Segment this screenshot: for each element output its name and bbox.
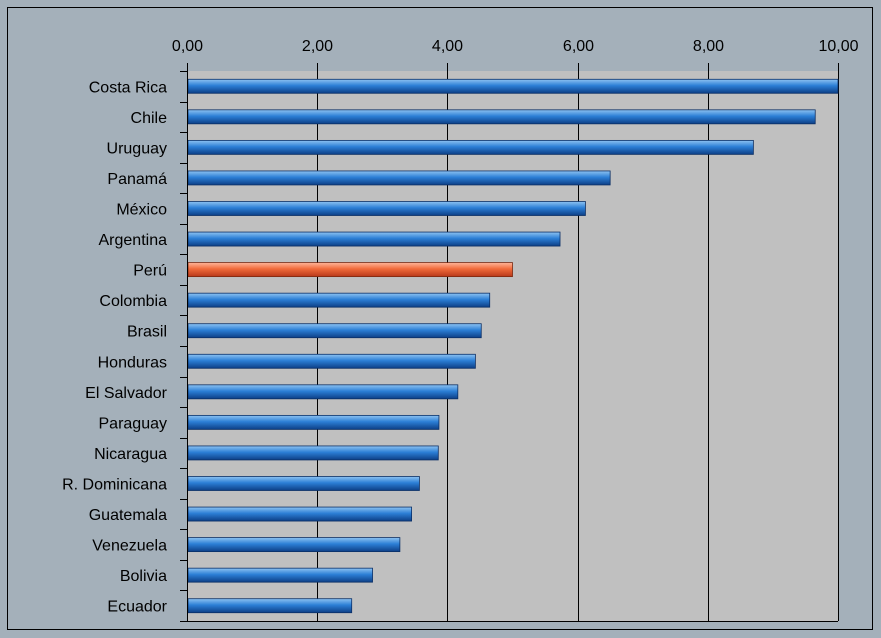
bar-uruguay — [187, 139, 754, 155]
category-labels: Costa Rica Chile Uruguay Panamá México Argent… — [62, 79, 168, 615]
x-tick-label: 8,00 — [693, 38, 724, 55]
category-label-el-salvador: El Salvador — [85, 385, 167, 402]
bars — [187, 78, 839, 614]
category-label-panama: Panamá — [107, 171, 167, 188]
bar-paraguay — [187, 414, 440, 430]
gridlines — [317, 71, 839, 621]
bar-r-dominicana — [187, 476, 420, 491]
category-label-guatemala: Guatemala — [89, 507, 167, 524]
category-label-mexico: México — [116, 202, 167, 219]
bar-panama — [187, 170, 611, 186]
chart-frame — [7, 7, 873, 630]
category-label-chile: Chile — [131, 110, 168, 127]
bar-nicaragua — [187, 445, 439, 461]
x-tick-label: 2,00 — [302, 38, 333, 55]
bar-bolivia — [187, 567, 373, 583]
bar-costa-rica — [187, 78, 839, 94]
plot-area — [187, 71, 838, 621]
category-label-r-dominicana: R. Dominicana — [62, 477, 167, 494]
category-label-paraguay: Paraguay — [99, 415, 168, 432]
category-label-venezuela: Venezuela — [92, 538, 167, 555]
x-tick-label: 6,00 — [563, 38, 594, 55]
x-tick-labels: 0,00 2,00 4,00 6,00 8,00 10,00 — [172, 38, 859, 55]
bar-el-salvador — [187, 384, 459, 400]
category-label-bolivia: Bolivia — [120, 568, 167, 585]
bar-venezuela — [187, 537, 401, 553]
bar-argentina — [187, 231, 561, 247]
x-tick-label: 10,00 — [818, 38, 858, 55]
category-label-argentina: Argentina — [99, 232, 168, 249]
bar-chile — [187, 109, 816, 125]
bar-honduras — [187, 353, 476, 369]
category-label-peru: Perú — [133, 263, 167, 280]
category-label-brasil: Brasil — [127, 324, 167, 341]
category-label-costa-rica: Costa Rica — [89, 79, 167, 96]
category-label-colombia: Colombia — [99, 293, 167, 310]
category-label-honduras: Honduras — [98, 354, 167, 371]
axes — [180, 63, 839, 622]
bar-ecuador — [187, 598, 353, 614]
bar-mexico — [187, 201, 586, 216]
x-tick-label: 4,00 — [432, 38, 463, 55]
category-label-nicaragua: Nicaragua — [94, 446, 167, 463]
bar-peru — [187, 262, 513, 278]
category-label-ecuador: Ecuador — [107, 599, 167, 616]
bar-guatemala — [187, 506, 412, 522]
bar-brasil — [187, 323, 482, 339]
category-label-uruguay: Uruguay — [107, 140, 167, 157]
x-tick-label: 0,00 — [172, 38, 203, 55]
bar-colombia — [187, 292, 491, 308]
